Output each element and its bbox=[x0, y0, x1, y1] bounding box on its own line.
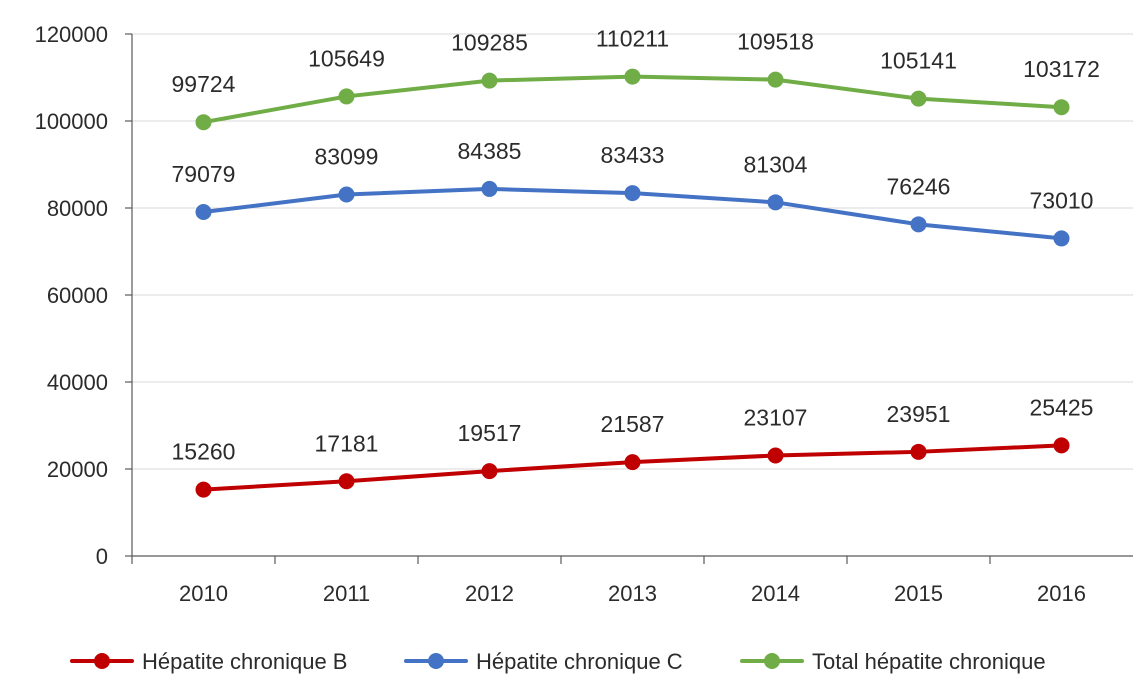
legend-marker bbox=[428, 653, 444, 669]
data-point bbox=[624, 454, 641, 471]
x-tick-label: 2012 bbox=[465, 581, 514, 606]
data-labels: 15260 17181 19517 21587 23107 23951 25425 79079… bbox=[172, 26, 1100, 465]
data-point bbox=[195, 114, 212, 131]
data-label: 23951 bbox=[887, 401, 951, 427]
data-label: 84385 bbox=[458, 138, 522, 164]
x-tick-label: 2013 bbox=[608, 581, 657, 606]
data-point bbox=[195, 481, 212, 498]
data-point bbox=[481, 463, 498, 480]
data-point bbox=[1053, 99, 1070, 116]
data-label: 73010 bbox=[1030, 187, 1094, 213]
data-label: 109285 bbox=[451, 30, 528, 56]
data-label: 109518 bbox=[737, 29, 814, 55]
data-label: 19517 bbox=[458, 420, 522, 446]
data-point bbox=[1053, 437, 1070, 454]
x-tick-label: 2016 bbox=[1037, 581, 1086, 606]
data-point bbox=[338, 186, 355, 203]
legend-label: Hépatite chronique C bbox=[476, 649, 683, 674]
gridlines bbox=[132, 33, 1133, 470]
data-point bbox=[624, 68, 641, 85]
data-point bbox=[1053, 230, 1070, 247]
data-label: 17181 bbox=[315, 430, 379, 456]
data-label: 99724 bbox=[172, 71, 236, 97]
data-label: 83433 bbox=[601, 142, 665, 168]
data-point bbox=[910, 216, 927, 233]
data-point bbox=[767, 447, 784, 464]
y-tick-label: 100000 bbox=[35, 109, 108, 134]
data-label: 23107 bbox=[744, 404, 808, 430]
data-point bbox=[767, 194, 784, 211]
data-point bbox=[338, 88, 355, 105]
data-label: 83099 bbox=[315, 144, 379, 170]
data-point bbox=[767, 71, 784, 88]
data-point bbox=[910, 90, 927, 107]
data-label: 105649 bbox=[308, 45, 385, 71]
legend: Hépatite chronique B Hépatite chronique C… bbox=[70, 649, 1046, 674]
legend-label: Hépatite chronique B bbox=[142, 649, 347, 674]
legend-label: Total hépatite chronique bbox=[812, 649, 1046, 674]
x-tick-label: 2014 bbox=[751, 581, 800, 606]
data-label: 105141 bbox=[880, 48, 957, 74]
y-tick-label: 40000 bbox=[47, 370, 108, 395]
y-tick-label: 80000 bbox=[47, 196, 108, 221]
x-tick-label: 2011 bbox=[323, 581, 370, 606]
y-tick-label: 0 bbox=[96, 544, 108, 569]
data-point bbox=[195, 204, 212, 221]
x-tick-label: 2015 bbox=[894, 581, 943, 606]
axes: 0 20000 40000 60000 80000 100000 120000 2010 201… bbox=[35, 22, 1133, 606]
legend-marker bbox=[94, 653, 110, 669]
y-tick-label: 120000 bbox=[35, 22, 108, 47]
data-point bbox=[481, 180, 498, 197]
data-label: 76246 bbox=[887, 173, 951, 199]
data-label: 25425 bbox=[1030, 394, 1094, 420]
data-point bbox=[624, 185, 641, 202]
data-label: 103172 bbox=[1023, 56, 1100, 82]
data-point bbox=[338, 473, 355, 490]
data-point bbox=[910, 443, 927, 460]
data-label: 15260 bbox=[172, 439, 236, 465]
data-label: 81304 bbox=[744, 151, 808, 177]
x-tick-label: 2010 bbox=[179, 581, 228, 606]
legend-marker bbox=[764, 653, 780, 669]
data-label: 79079 bbox=[172, 161, 236, 187]
data-point bbox=[481, 72, 498, 89]
data-label: 21587 bbox=[601, 411, 665, 437]
series-lines bbox=[195, 68, 1070, 498]
y-tick-label: 60000 bbox=[47, 283, 108, 308]
data-label: 110211 bbox=[596, 26, 669, 52]
y-tick-label: 20000 bbox=[47, 457, 108, 482]
